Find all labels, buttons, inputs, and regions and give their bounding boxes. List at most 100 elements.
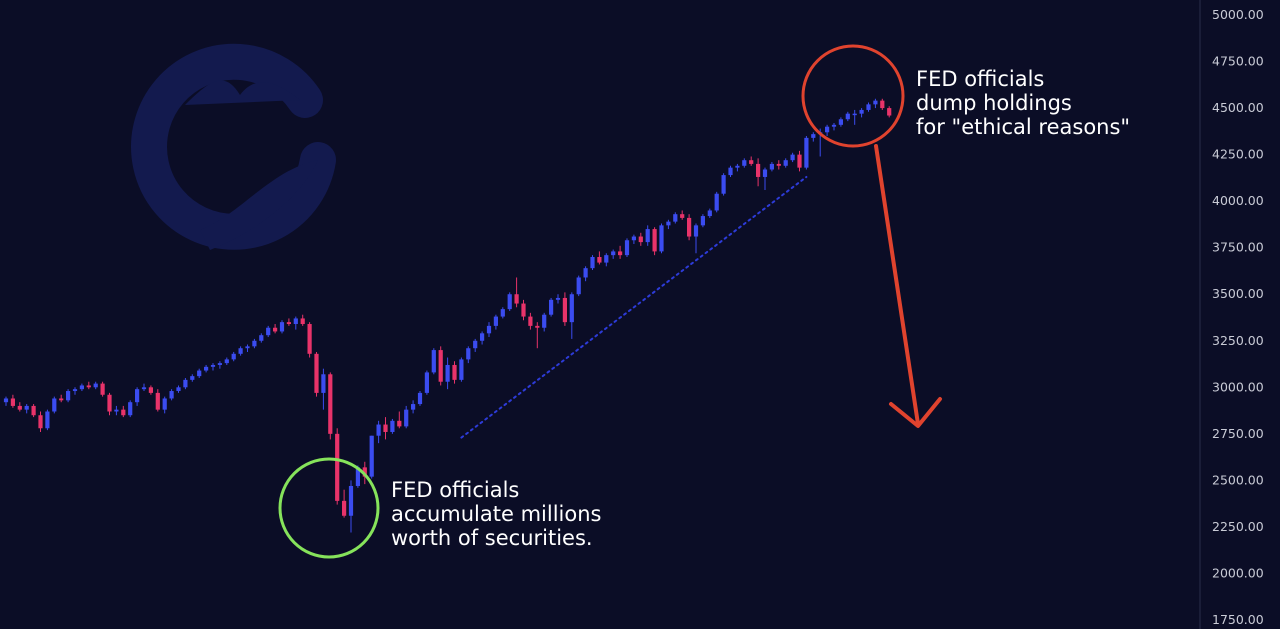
candle-body <box>721 175 726 194</box>
candle <box>245 344 250 352</box>
candle-body <box>369 435 374 477</box>
downtrend-arrow-head <box>889 397 942 428</box>
candle-body <box>845 113 850 120</box>
candle <box>279 320 285 334</box>
candle-body <box>100 383 105 395</box>
candle-body <box>624 240 630 256</box>
candle-body <box>252 340 257 347</box>
candle-body <box>783 160 788 166</box>
candle-body <box>390 420 395 432</box>
candle-body <box>217 363 222 365</box>
candle <box>728 165 733 177</box>
annotation-dump-line-2: dump holdings <box>916 91 1072 115</box>
candle <box>259 333 264 343</box>
candle-body <box>355 467 360 486</box>
candle <box>680 210 685 220</box>
candle-body <box>452 364 457 380</box>
candle-body <box>128 402 133 416</box>
candle-body <box>528 316 533 326</box>
candle <box>266 325 271 338</box>
candle-body <box>707 210 712 217</box>
candle-body <box>604 255 609 263</box>
candle-body <box>631 236 636 241</box>
candle-body <box>162 398 167 410</box>
candle-body <box>459 359 464 380</box>
candles-layer <box>3 98 892 533</box>
candle-body <box>31 405 36 416</box>
candle <box>769 162 774 172</box>
candle <box>749 156 754 166</box>
candle-body <box>93 383 98 388</box>
candle <box>59 394 64 403</box>
trendline-layer <box>460 175 808 439</box>
candle <box>231 351 236 362</box>
candle <box>348 480 354 533</box>
candle <box>618 245 623 259</box>
candle-body <box>776 163 781 166</box>
candle-body <box>749 160 754 164</box>
candle-body <box>231 353 236 360</box>
candle-body <box>3 398 9 403</box>
candle <box>776 160 781 170</box>
annotation-accumulate-line-1: FED officials <box>391 478 520 502</box>
candle <box>24 404 29 414</box>
candle <box>424 370 429 395</box>
candle <box>535 322 540 349</box>
candle-body <box>224 359 229 364</box>
candle <box>466 346 471 364</box>
candle-body <box>79 385 84 390</box>
candle-body <box>45 411 50 429</box>
top-highlight-circle <box>801 44 905 148</box>
candle-body <box>148 387 153 393</box>
candle-body <box>762 169 768 177</box>
low-highlight-circle <box>278 457 380 559</box>
candle-body <box>597 257 602 263</box>
candle-body <box>576 277 581 295</box>
price-tick-label: 2000.00 <box>1212 565 1264 580</box>
candle <box>652 227 657 256</box>
candle-body <box>404 409 409 427</box>
candle <box>514 277 519 308</box>
candle <box>17 402 22 412</box>
candle-body <box>466 348 471 360</box>
candle <box>307 322 312 358</box>
candle <box>438 346 443 386</box>
candle <box>176 385 181 393</box>
candle <box>583 266 588 282</box>
candle-body <box>376 424 381 436</box>
candle <box>459 357 464 382</box>
annotation-accumulate-line-2: accumulate millions <box>391 502 602 526</box>
candle <box>72 387 78 395</box>
candle-body <box>66 391 71 401</box>
candle-body <box>59 398 64 401</box>
candle <box>569 292 574 339</box>
candle <box>148 385 153 395</box>
candle <box>45 409 50 431</box>
candle-body <box>880 100 885 109</box>
candle-body <box>486 325 492 334</box>
logo-arc <box>131 43 336 250</box>
candle <box>452 361 457 384</box>
candle-body <box>873 100 878 105</box>
candle <box>210 363 216 371</box>
price-tick-label: 1750.00 <box>1212 612 1264 627</box>
candle <box>700 214 705 228</box>
candle-body <box>38 415 43 429</box>
candle <box>162 396 167 414</box>
candle-body <box>348 485 354 516</box>
candle <box>79 383 84 392</box>
candle-body <box>183 379 188 388</box>
candle-body <box>652 229 657 252</box>
candle-body <box>742 160 747 166</box>
candle-body <box>611 251 616 256</box>
candle-body <box>521 303 526 317</box>
candle <box>645 225 650 246</box>
price-tick-label: 3500.00 <box>1212 286 1264 301</box>
candle <box>417 391 423 406</box>
candle <box>141 383 147 392</box>
candle-body <box>424 372 429 393</box>
candle <box>473 338 478 352</box>
candle <box>831 122 837 131</box>
candle-body <box>238 348 243 354</box>
candle-body <box>273 327 278 332</box>
